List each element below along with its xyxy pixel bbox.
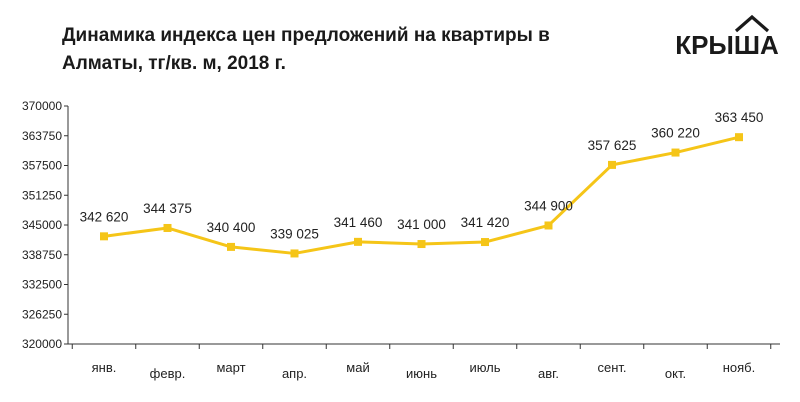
y-tick-label: 351250 xyxy=(22,188,62,202)
y-tick-label: 370000 xyxy=(22,99,62,113)
x-tick-label: февр. xyxy=(150,366,186,381)
data-label: 344 900 xyxy=(524,198,573,213)
data-label: 341 460 xyxy=(334,215,383,230)
y-tick-label: 357500 xyxy=(22,159,62,173)
x-tick-label: июль xyxy=(469,360,500,375)
x-axis: янв. февр. март апр. май июнь июль авг. сент. окт… xyxy=(68,343,780,381)
data-label: 342 620 xyxy=(80,209,129,224)
data-label: 341 000 xyxy=(397,217,446,232)
roof-icon xyxy=(734,14,770,33)
x-tick-label: окт. xyxy=(665,366,686,381)
data-label: 360 220 xyxy=(651,126,700,141)
data-point xyxy=(544,221,553,230)
data-point xyxy=(481,238,489,247)
krysha-logo: КРЫША xyxy=(675,14,779,58)
x-tick-label: март xyxy=(216,360,245,375)
y-tick-label: 332500 xyxy=(22,278,62,292)
series xyxy=(100,133,743,258)
x-tick-label: авг. xyxy=(538,366,559,381)
y-tick-label: 326250 xyxy=(22,307,62,321)
x-tick-label: апр. xyxy=(282,366,307,381)
data-point xyxy=(227,242,235,251)
x-tick-label: май xyxy=(346,360,369,375)
y-tick-label: 338750 xyxy=(22,248,62,262)
y-tick-label: 320000 xyxy=(22,337,62,351)
y-tick-label: 363750 xyxy=(22,129,62,143)
x-tick-label: янв. xyxy=(92,360,117,375)
data-point xyxy=(290,249,299,258)
data-label: 339 025 xyxy=(270,226,319,241)
data-label: 341 420 xyxy=(461,215,510,230)
data-labels: 342 620 344 375 340 400 339 025 341 460 341 0… xyxy=(80,110,764,241)
chart-title: Динамика индекса цен предложений на квар… xyxy=(62,25,550,74)
data-point xyxy=(163,223,172,232)
data-label: 340 400 xyxy=(207,220,256,235)
data-point xyxy=(671,148,680,157)
x-tick-label: июнь xyxy=(406,366,437,381)
y-tick-label: 345000 xyxy=(22,218,62,232)
data-point xyxy=(735,133,743,142)
data-point xyxy=(354,237,362,246)
data-point xyxy=(608,160,616,169)
y-axis: 320000 326250 332500 338750 345000 351250 3575… xyxy=(22,99,69,351)
x-tick-label: нояб. xyxy=(723,360,756,375)
data-point xyxy=(417,240,426,249)
series-line xyxy=(103,135,740,255)
data-label: 357 625 xyxy=(588,138,637,153)
data-label: 363 450 xyxy=(715,110,764,125)
logo-text: КРЫША xyxy=(675,30,779,58)
x-tick-label: сент. xyxy=(597,360,626,375)
data-label: 344 375 xyxy=(143,201,192,216)
data-point xyxy=(100,232,108,241)
